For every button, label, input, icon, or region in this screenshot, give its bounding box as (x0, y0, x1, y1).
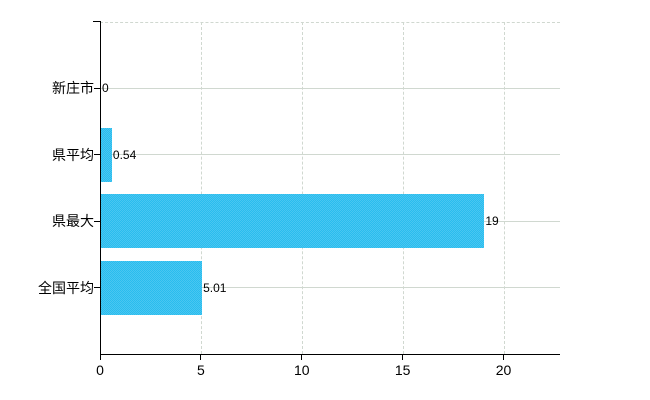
y-axis-endcap-tick (93, 21, 100, 22)
category-label: 全国平均 (38, 279, 94, 296)
x-tick (402, 354, 404, 360)
y-axis-line (100, 21, 101, 360)
category-tick (94, 154, 100, 156)
plot-top-border (100, 22, 560, 23)
x-tick-label: 20 (495, 362, 512, 378)
value-label: 19 (485, 214, 499, 229)
v-gridline (402, 22, 404, 354)
value-label: 0 (102, 81, 109, 96)
category-label: 県最大 (52, 213, 94, 230)
v-gridline (200, 22, 202, 354)
category-tick (94, 287, 100, 289)
v-gridline (503, 22, 505, 354)
x-tick (301, 354, 303, 360)
x-tick-label: 10 (293, 362, 310, 378)
x-axis-line (100, 354, 560, 355)
h-gridline (100, 87, 560, 89)
x-tick-label: 5 (196, 362, 205, 378)
category-tick (94, 87, 100, 89)
h-gridline (100, 154, 560, 156)
category-label: 県平均 (52, 146, 94, 163)
bar (101, 127, 112, 182)
bar (101, 260, 203, 315)
bar (101, 194, 485, 249)
x-tick-label: 0 (96, 362, 104, 378)
v-gridline (301, 22, 303, 354)
x-tick-label: 15 (394, 362, 411, 378)
category-tick (94, 220, 100, 222)
x-tick (503, 354, 504, 360)
h-gridline (100, 287, 560, 289)
value-label: 5.01 (203, 280, 227, 295)
x-tick (200, 354, 202, 360)
value-label: 0.54 (112, 147, 137, 162)
category-label: 新庄市 (52, 80, 94, 97)
